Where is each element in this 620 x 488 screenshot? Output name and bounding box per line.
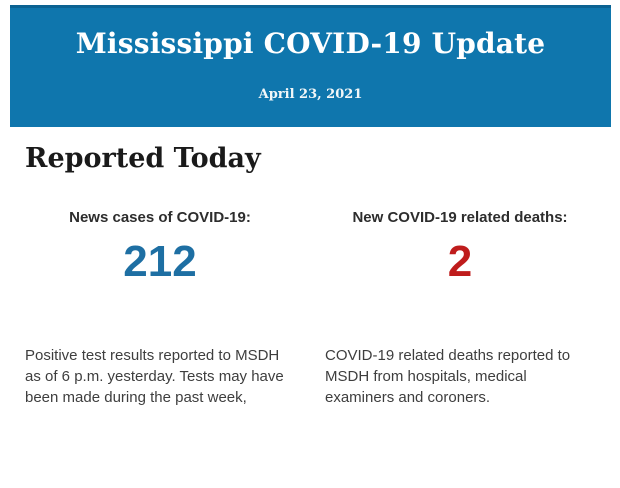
- new-cases-label: News cases of COVID-19:: [69, 209, 251, 226]
- stats-columns: News cases of COVID-19: 212 Positive tes…: [10, 208, 610, 408]
- new-deaths-value: 2: [447, 237, 473, 286]
- newsletter-title: Mississippi COVID-19 Update: [75, 27, 546, 60]
- stat-new-deaths: New COVID-19 related deaths: 2 COVID-19 …: [310, 208, 610, 408]
- stat-new-cases: News cases of COVID-19: 212 Positive tes…: [10, 208, 310, 408]
- new-cases-description: Positive test results reported to MSDH a…: [25, 347, 284, 406]
- main-content: Reported Today News cases of COVID-19: 2…: [0, 142, 620, 408]
- new-deaths-description: COVID-19 related deaths reported to MSDH…: [325, 347, 571, 406]
- newsletter-date: April 23, 2021: [258, 87, 363, 102]
- new-cases-value: 212: [123, 237, 197, 286]
- header-banner: Mississippi COVID-19 Update April 23, 20…: [10, 5, 611, 127]
- new-deaths-label: New COVID-19 related deaths:: [352, 209, 568, 226]
- page-title: Reported Today: [25, 143, 261, 174]
